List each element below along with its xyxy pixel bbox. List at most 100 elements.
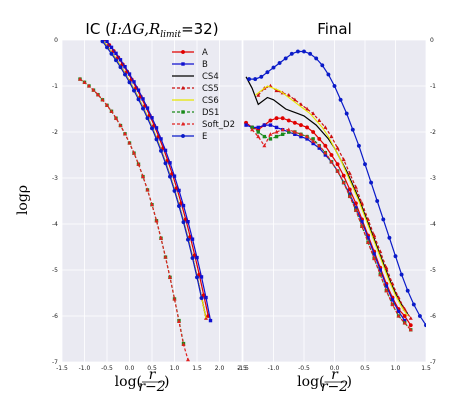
legend-entry-soft-d2: Soft_D2 [172,120,235,130]
data-point-cs5 [408,316,413,320]
series-line-a [245,117,412,326]
data-point-b [366,236,370,240]
svg-text:r: r [149,367,157,383]
data-point-e [78,14,82,18]
legend-entry-a: A [172,48,208,58]
data-point-soft-d2 [390,302,395,306]
data-point-e [350,127,355,132]
data-point-b [105,40,109,44]
x-tick-label: -1.5 [56,365,68,372]
data-point-soft-d2 [114,116,118,120]
x-tick-label: 0.5 [360,365,370,372]
legend-entry-cs4: CS4 [172,72,219,82]
data-point-b [141,97,145,101]
data-point-soft-d2 [96,92,100,97]
data-point-e [271,65,276,70]
data-point-a [286,118,291,123]
data-point-e [405,288,410,293]
legend-entry-ds1: DS1 [172,108,219,118]
data-point-ds1 [274,134,279,139]
legend-label: E [202,132,207,142]
legend-marker [181,121,185,126]
data-point-e [417,314,422,319]
data-point-cs5 [372,233,377,237]
data-point-b [177,188,181,193]
y-tick-label: -5 [430,267,436,274]
data-point-e [185,237,190,242]
series-line-cs6 [254,85,409,317]
data-point-soft-d2 [136,162,141,166]
legend-label: CS4 [202,72,219,82]
data-point-soft-d2 [396,313,401,318]
data-point-b [293,132,297,136]
y-tick-label: -5 [52,267,58,274]
data-point-b [354,206,358,210]
data-point-b [154,126,159,130]
x-tick-label: 2.5 [237,365,247,372]
data-point-cs5 [335,145,340,150]
data-point-e [363,162,368,167]
x-tick-label: 0.0 [125,365,135,372]
data-point-a [280,116,285,121]
data-point-cs5 [359,201,364,205]
data-point-soft-d2 [159,236,163,240]
data-point-soft-d2 [372,256,377,260]
data-point-e [277,61,282,66]
data-point-b [378,268,382,272]
data-point-e [387,235,392,240]
data-point-soft-d2 [172,296,177,301]
data-point-soft-d2 [262,143,267,148]
x-tick-label: 0.5 [147,365,157,372]
data-point-soft-d2 [141,174,145,179]
data-point-soft-d2 [286,127,291,132]
data-point-a [335,162,340,167]
y-tick-label: 0 [430,37,434,44]
data-point-e [375,198,380,203]
x-tick-label: -0.5 [298,365,310,372]
data-point-b [145,106,150,110]
data-point-cs5 [78,13,82,17]
data-point-e [302,49,307,54]
data-point-soft-d2 [118,123,123,128]
data-point-cs5 [378,249,383,254]
data-point-cs5 [311,111,316,116]
data-point-b [168,161,172,165]
legend-label: A [202,48,208,58]
data-point-b [195,255,199,260]
data-point-e [163,161,168,166]
x-tick-label: 1.5 [421,365,431,372]
data-point-cs5 [366,217,371,221]
data-point-b [348,192,352,196]
legend-label: CS5 [202,84,219,94]
legend: AB CS4 CS5 CS6 DS1 Soft_D2 E [172,48,235,142]
data-point-b [181,203,186,208]
data-point-b [123,64,127,69]
y-tick-label: -6 [52,313,58,320]
data-point-soft-d2 [329,159,334,164]
y-tick-label: -7 [52,359,58,366]
data-point-soft-d2 [109,109,114,113]
data-point-b [305,137,309,141]
x-tick-label: 1.5 [192,365,202,372]
svg-text:log(: log( [297,374,324,390]
series-b [244,123,407,323]
data-point-soft-d2 [87,83,91,88]
legend-entry-b: B [172,60,208,70]
data-point-a [268,118,273,123]
y-tick-label: -2 [52,129,58,136]
data-point-b [274,125,279,130]
data-point-cs5 [341,157,346,162]
y-tick-label: -7 [430,359,436,366]
data-point-b [186,220,190,224]
x-tick-label: -0.5 [101,365,113,372]
x-tick-label: 0.0 [330,365,340,372]
data-point-e [332,83,337,88]
data-point-cs5 [286,93,291,97]
data-point-a [292,120,297,125]
data-point-b [190,237,195,241]
x-tick-label: 1.0 [391,365,401,372]
data-point-a [76,8,80,12]
data-point-ds1 [287,130,291,134]
data-point-cs5 [347,171,352,175]
